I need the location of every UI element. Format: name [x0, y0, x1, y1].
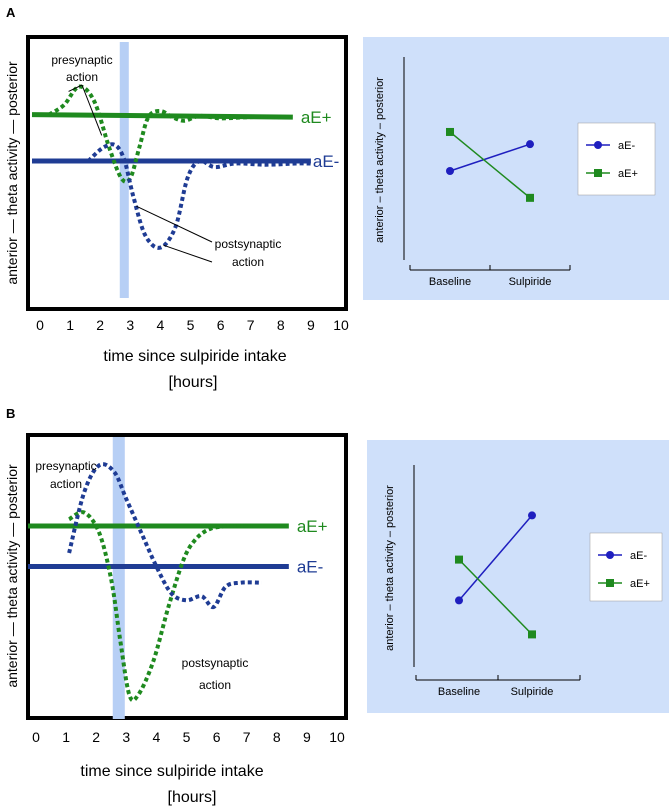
- legend-marker-aeplus-b: [606, 579, 614, 587]
- pointer-post-a-1: [136, 205, 213, 243]
- response-curve-blue-a: [86, 142, 311, 250]
- series-line-aeplus-b: [458, 559, 533, 635]
- legend-label-aeplus-a: aE+: [618, 168, 638, 180]
- x-tick-9-b: 9: [303, 729, 311, 745]
- shaded-interval-a: [119, 42, 129, 298]
- line-plot-b: aE+ aE-: [28, 437, 328, 719]
- annotation-postsynaptic-action-b: action: [199, 678, 231, 692]
- x-axis-unit-a: [hours]: [169, 374, 218, 391]
- y-axis-label-a: anterior — theta activity — posterior: [4, 61, 20, 285]
- x-tick-5-a: 5: [187, 317, 195, 333]
- x-tick-10-a: 10: [333, 317, 349, 333]
- category-label-sulpiride-a: Sulpiride: [509, 276, 552, 288]
- category-label-baseline-a: Baseline: [429, 276, 471, 288]
- series-label-aeplus-a: aE+: [301, 108, 332, 127]
- series-line-aeminus-b: [458, 514, 533, 601]
- x-tick-1-a: 1: [66, 317, 74, 333]
- series-label-aeminus-a: aE-: [313, 152, 339, 171]
- series-line-aeminus-a: [449, 143, 531, 172]
- point-aeminus-baseline-b: [455, 596, 463, 605]
- legend-marker-aeminus-a: [594, 141, 602, 149]
- response-curve-green-a: [47, 84, 281, 184]
- panel-b: B aE+ aE- anterior — theta activity — pos…: [4, 406, 669, 806]
- annotation-presynaptic-action-a: action: [66, 70, 98, 84]
- x-tick-9-a: 9: [307, 317, 315, 333]
- annotation-postsynaptic-a: postsynaptic: [215, 237, 282, 251]
- response-curve-blue-b: [67, 462, 262, 610]
- pointer-post-a-2: [163, 244, 213, 263]
- x-tick-8-b: 8: [273, 729, 281, 745]
- legend-box-b: [589, 532, 663, 602]
- legend-label-aeminus-a: aE-: [618, 140, 635, 152]
- legend-marker-aeminus-b: [606, 551, 614, 559]
- panel-label-a: A: [6, 5, 16, 20]
- x-tick-3-b: 3: [122, 729, 130, 745]
- y-axis-label-b: anterior — theta activity — posterior: [4, 464, 20, 688]
- point-aeminus-sulpiride-b: [528, 511, 536, 520]
- point-aeplus-baseline-a: [446, 127, 454, 136]
- x-tick-8-a: 8: [277, 317, 285, 333]
- legend-label-aeminus-b: aE-: [630, 550, 647, 562]
- response-curve-green-b: [68, 510, 253, 703]
- panel-a: A aE+ aE- anterior — theta activity — pos…: [4, 5, 669, 391]
- x-tick-2-a: 2: [96, 317, 104, 333]
- x-tick-10-b: 10: [329, 729, 345, 745]
- x-tick-6-b: 6: [213, 729, 221, 745]
- pointer-pre-a-2: [68, 84, 83, 92]
- x-tick-3-a: 3: [126, 317, 134, 333]
- series-label-aeplus-b: aE+: [297, 517, 328, 536]
- annotation-presynaptic-a: presynaptic: [51, 53, 112, 67]
- x-tick-1-b: 1: [62, 729, 70, 745]
- line-plot-frame-a: [26, 35, 348, 311]
- x-tick-5-b: 5: [183, 729, 191, 745]
- annotation-presynaptic-b: presynaptic: [35, 459, 96, 473]
- x-tick-4-b: 4: [153, 729, 161, 745]
- legend-label-aeplus-b: aE+: [630, 578, 650, 590]
- series-line-aeplus-a: [449, 131, 531, 199]
- x-tick-0-a: 0: [36, 317, 44, 333]
- annotation-postsynaptic-b: postsynaptic: [182, 656, 249, 670]
- x-tick-6-a: 6: [217, 317, 225, 333]
- x-tick-7-b: 7: [243, 729, 251, 745]
- interaction-y-label-a: anterior – theta activity – posterior: [374, 77, 386, 243]
- point-aeminus-sulpiride-a: [526, 140, 534, 149]
- point-aeplus-baseline-b: [455, 555, 463, 564]
- x-tick-labels-b: 0 1 2 3 4 5 6 7 8 9 10: [32, 729, 345, 745]
- interaction-y-label-b: anterior – theta activity – posterior: [384, 485, 396, 651]
- x-tick-labels-a: 0 1 2 3 4 5 6 7 8 9 10: [36, 317, 349, 333]
- series-label-aeminus-b: aE-: [297, 558, 323, 577]
- point-aeminus-baseline-a: [446, 167, 454, 175]
- category-label-baseline-b: Baseline: [438, 686, 480, 698]
- annotation-presynaptic-action-b: action: [50, 477, 82, 491]
- x-axis-label-b: time since sulpiride intake: [80, 763, 263, 780]
- legend-marker-aeplus-a: [594, 169, 602, 177]
- x-axis-label-a: time since sulpiride intake: [103, 348, 286, 365]
- legend-box-a: [577, 122, 656, 196]
- x-tick-2-b: 2: [92, 729, 100, 745]
- baseline-ae-a: [31, 112, 293, 120]
- pointer-pre-a-1: [81, 84, 103, 136]
- line-plot-frame-b: [26, 433, 348, 720]
- point-aeplus-sulpiride-a: [526, 193, 534, 202]
- panel-label-b: B: [6, 406, 15, 421]
- category-label-sulpiride-b: Sulpiride: [511, 686, 554, 698]
- x-tick-7-a: 7: [247, 317, 255, 333]
- point-aeplus-sulpiride-b: [528, 630, 536, 639]
- interaction-plot-b: anterior – theta activity – posterior Bas…: [384, 465, 663, 698]
- annotation-postsynaptic-action-a: action: [232, 255, 264, 269]
- x-tick-4-a: 4: [157, 317, 165, 333]
- line-plot-a: aE+ aE-: [31, 42, 339, 298]
- x-axis-unit-b: [hours]: [168, 789, 217, 806]
- x-tick-0-b: 0: [32, 729, 40, 745]
- interaction-plot-a: anterior – theta activity – posterior Bas…: [374, 57, 656, 288]
